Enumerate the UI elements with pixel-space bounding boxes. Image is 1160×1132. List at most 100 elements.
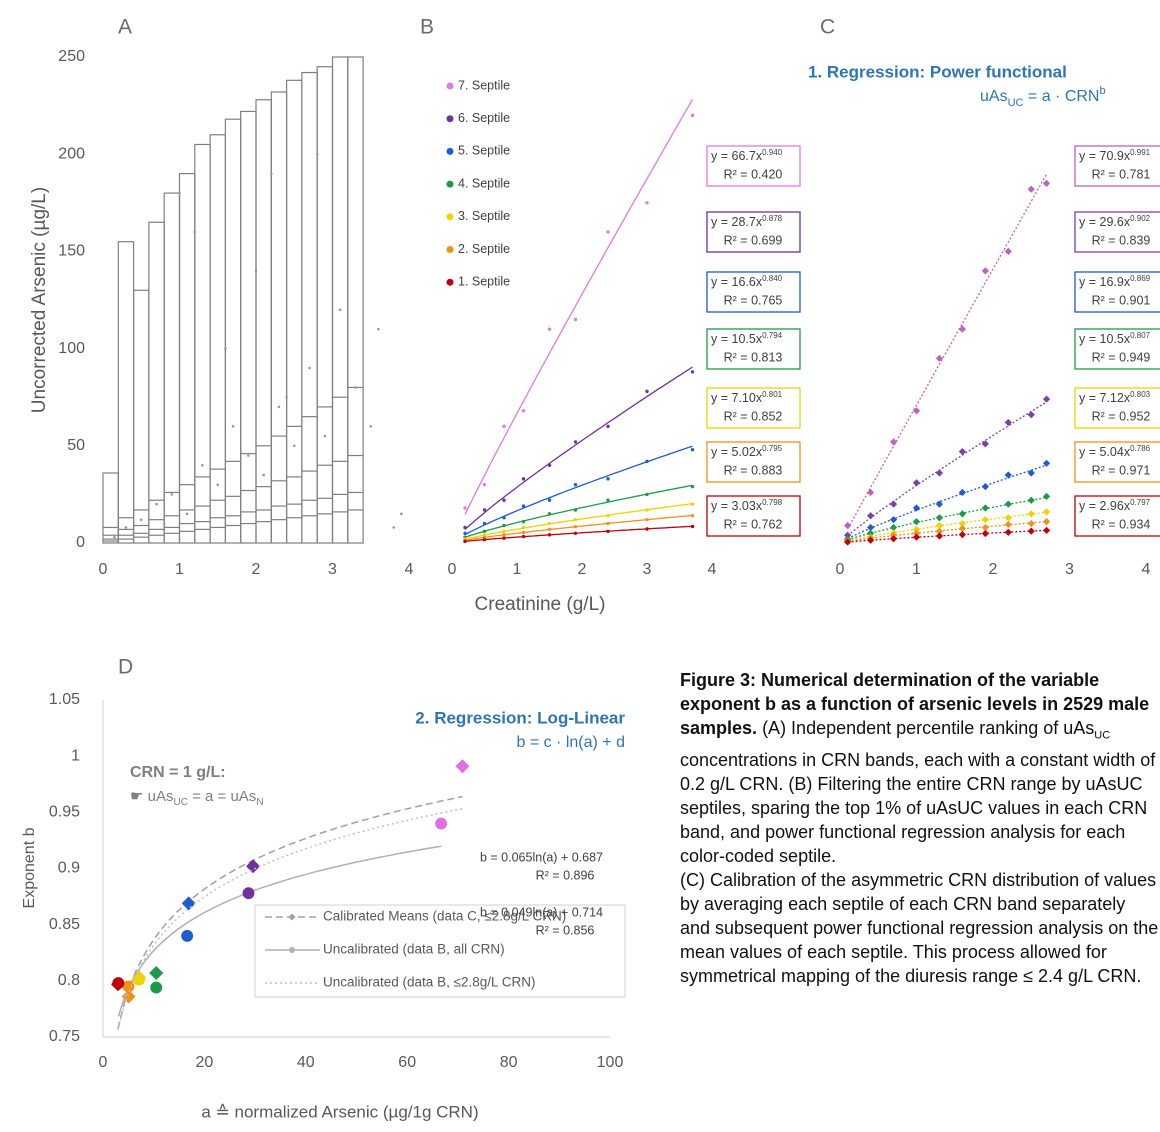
caption-title: Figure 3: Numerical determination of the… — [680, 670, 1150, 738]
r-squared: R² = 0.762 — [724, 517, 783, 531]
r-squared: R² = 0.952 — [1092, 409, 1151, 423]
marker — [181, 929, 194, 942]
box — [102, 472, 119, 544]
equation-part: y = 10.5x — [1079, 332, 1131, 346]
x-tick-label: 3 — [328, 561, 337, 578]
box — [316, 66, 334, 544]
marker — [573, 317, 578, 322]
r-squared: R² = 0.781 — [1092, 167, 1151, 181]
x-axis-title: Creatinine (g/L) — [475, 594, 606, 615]
x-tick-label: 1 — [175, 561, 184, 578]
marker — [181, 896, 196, 911]
fit-line — [464, 525, 693, 543]
equation-exponent: 0.786 — [1130, 444, 1151, 453]
x-tick-label: 3 — [643, 561, 652, 578]
marker — [1027, 527, 1035, 535]
equation-part: y = 3.03x — [711, 499, 763, 513]
equation-part: y = 2.96x — [1079, 499, 1131, 513]
r-squared: R² = 0.883 — [724, 463, 783, 477]
marker — [547, 521, 552, 526]
point — [113, 535, 116, 539]
y-tick-label: 1 — [71, 747, 80, 764]
y-tick-label: 100 — [58, 340, 85, 357]
marker — [958, 488, 966, 497]
fit-line — [847, 511, 1047, 542]
legend-marker — [446, 115, 454, 123]
caption-text: concentrations in CRN bands, each with a… — [680, 749, 1156, 866]
point — [124, 526, 128, 529]
marker — [889, 535, 898, 543]
equation-part: y = 66.7x — [711, 149, 763, 163]
equation-part: y = 7.12x — [1079, 391, 1131, 405]
marker — [1004, 520, 1012, 529]
marker — [242, 887, 255, 900]
point — [308, 366, 311, 370]
panel-label: A — [118, 16, 132, 39]
marker — [573, 508, 578, 512]
annotation-part: ☛ uAs — [130, 788, 173, 805]
equation-exponent: 0.902 — [1130, 214, 1151, 223]
fit-line — [847, 520, 1047, 543]
equation: y = 7.12x0.803 — [1079, 390, 1151, 406]
marker — [981, 516, 989, 524]
marker — [482, 529, 487, 534]
equation-exponent: 0.795 — [762, 444, 783, 453]
fit-line — [117, 807, 463, 1031]
equation-box — [706, 211, 801, 253]
legend-label: Calibrated Means (data C, ≤2.8g/L CRN) — [323, 909, 566, 924]
panel-label: C — [820, 16, 835, 39]
caption-text: UC — [1094, 729, 1111, 742]
fit-line — [847, 173, 1048, 530]
marker — [1027, 510, 1035, 518]
equation-box — [1074, 387, 1160, 429]
equation-exponent: 0.794 — [762, 331, 783, 340]
marker — [690, 113, 695, 118]
y-tick-label: 0.95 — [49, 804, 80, 821]
equation-box — [706, 495, 801, 537]
marker — [1042, 179, 1051, 187]
marker — [1042, 459, 1051, 467]
fit-line — [847, 464, 1047, 540]
equation-exponent: 0.878 — [762, 214, 783, 223]
y-tick-label: 150 — [58, 243, 85, 260]
box — [301, 71, 318, 544]
marker — [149, 965, 164, 980]
y-tick-label: 0.9 — [58, 860, 80, 877]
marker — [606, 529, 610, 534]
point — [369, 425, 373, 428]
marker — [502, 516, 506, 520]
marker — [958, 510, 966, 518]
marker — [645, 492, 649, 497]
x-tick-label: 3 — [1065, 561, 1074, 578]
point — [139, 518, 143, 521]
marker — [482, 535, 487, 540]
marker — [573, 517, 578, 522]
legend-marker — [446, 213, 454, 221]
r-squared: R² = 0.896 — [536, 868, 595, 882]
equation: y = 66.7x0.940 — [711, 148, 783, 164]
marker — [606, 498, 610, 502]
point — [132, 531, 135, 535]
marker — [889, 438, 898, 446]
marker — [573, 531, 578, 535]
x-tick-label: 0 — [99, 561, 108, 578]
point — [277, 405, 281, 409]
equation: y = 16.6x0.840 — [711, 274, 783, 290]
marker — [133, 973, 145, 986]
fit-line — [117, 845, 442, 1017]
equation-exponent: 0.798 — [762, 498, 783, 507]
x-tick-label: 4 — [1142, 561, 1151, 578]
marker — [112, 977, 125, 990]
marker — [521, 530, 526, 535]
equation-exponent: 0.797 — [1130, 498, 1151, 507]
equation-part: y = 7.10x — [711, 391, 763, 405]
marker — [547, 327, 552, 331]
marker — [573, 440, 578, 444]
equation-box — [706, 387, 801, 429]
r-squared: R² = 0.901 — [1092, 293, 1151, 307]
fit-line — [117, 795, 463, 1029]
marker — [573, 524, 578, 529]
marker — [606, 230, 610, 234]
